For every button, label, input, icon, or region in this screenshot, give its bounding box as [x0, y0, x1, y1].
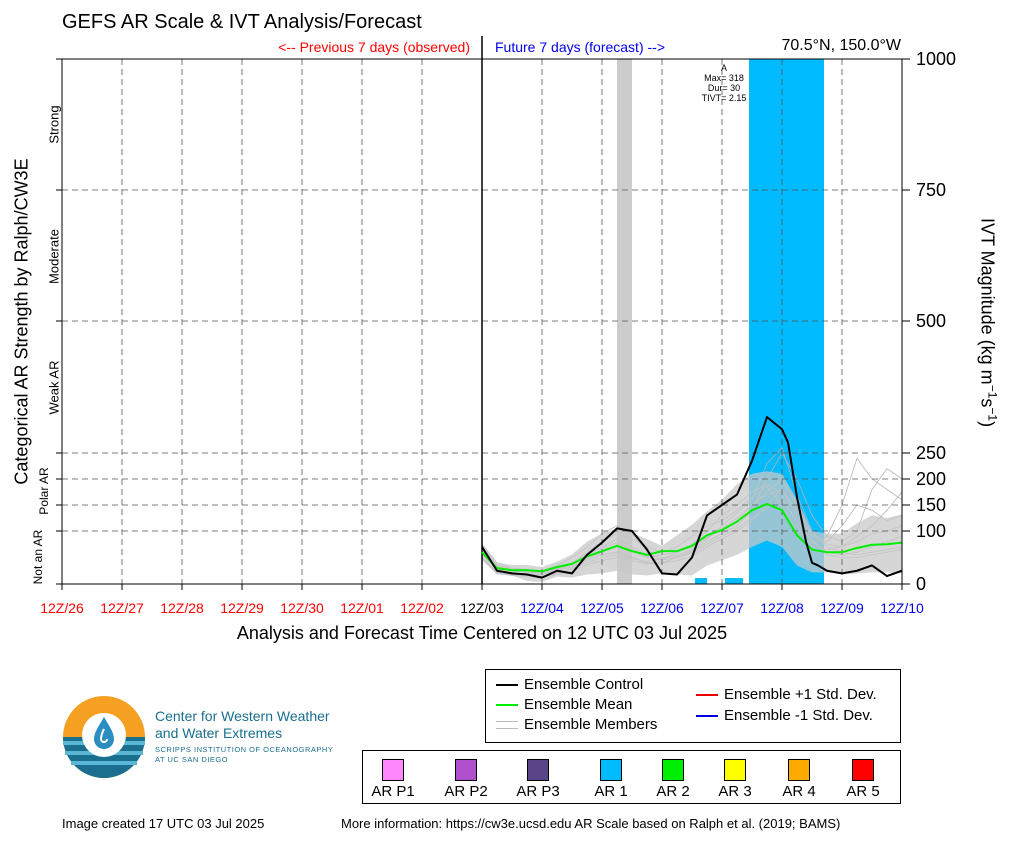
- ar-category-label: AR 2: [656, 783, 690, 800]
- ar-category-label: AR 4: [782, 783, 816, 800]
- logo-line-3: SCRIPPS INSTITUTION OF OCEANOGRAPHY: [155, 745, 334, 754]
- ar-category-label: AR P1: [371, 783, 415, 800]
- logo-line-1: Center for Western Weather: [155, 708, 330, 724]
- right-tick-label: 500: [916, 311, 946, 331]
- right-tick-label: 200: [916, 469, 946, 489]
- x-tick-label: 12Z/03: [460, 600, 504, 616]
- ar-category-ar-p3: AR P3: [508, 759, 568, 800]
- ar-category-swatch: [662, 759, 684, 781]
- logo-line-2: and Water Extremes: [155, 725, 283, 741]
- event-duration: Dur= 30: [707, 83, 741, 93]
- ar-category-ar-1: AR 1: [581, 759, 641, 800]
- legend-minus-std: Ensemble -1 Std. Dev.: [696, 707, 873, 724]
- event-max: Max= 318: [704, 73, 744, 83]
- ar-category-swatch: [600, 759, 622, 781]
- right-tick-label: 250: [916, 443, 946, 463]
- category-polar-ar: Polar AR: [37, 467, 51, 515]
- event-tivt: TIVT= 2.15: [701, 93, 747, 103]
- ar-category-ar-4: AR 4: [769, 759, 829, 800]
- category-moderate: Moderate: [46, 229, 62, 284]
- ar1-blip: [695, 578, 707, 584]
- right-tick-label: 150: [916, 495, 946, 515]
- event-letter: A: [720, 63, 727, 73]
- x-tick-label: 12Z/08: [760, 600, 804, 616]
- x-tick-label: 12Z/06: [640, 600, 684, 616]
- right-tick-label: 100: [916, 521, 946, 541]
- location-label: 70.5°N, 150.0°W: [781, 37, 901, 54]
- cw3e-logo: [63, 696, 145, 778]
- ar-category-swatch: [455, 759, 477, 781]
- footer-created: Image created 17 UTC 03 Jul 2025: [62, 816, 265, 831]
- series-mean-line: [481, 502, 903, 573]
- ar-category-ar-3: AR 3: [705, 759, 765, 800]
- series-layer: [481, 416, 903, 579]
- x-axis-label: Analysis and Forecast Time Centered on 1…: [236, 623, 728, 643]
- right-tick-label: 1000: [916, 49, 956, 69]
- legend-mean: Ensemble Mean: [496, 696, 632, 713]
- ar-category-label: AR P2: [444, 783, 488, 800]
- left-axis-title: Categorical AR Strength by Ralph/CW3E: [11, 158, 32, 485]
- ar-category-ar-2: AR 2: [643, 759, 703, 800]
- gray-band: [617, 59, 632, 584]
- x-tick-label: 12Z/02: [400, 600, 444, 616]
- grid-lines: [62, 36, 902, 584]
- x-tick-label: 12Z/07: [700, 600, 744, 616]
- logo-line-4: AT UC SAN DIEGO: [155, 755, 229, 764]
- category-not-an-ar: Not an AR: [31, 529, 45, 585]
- ar1-blip: [725, 578, 743, 584]
- ensemble-members-layer: [481, 446, 903, 582]
- axes: 0 100 150 200 250 500 750 1000 12Z/26 12Z/27 12Z/2…: [40, 49, 956, 616]
- ar-category-label: AR 3: [718, 783, 752, 800]
- series-control-line: [481, 416, 903, 579]
- ar-category-label: AR 1: [594, 783, 628, 800]
- x-tick-label: 12Z/29: [220, 600, 264, 616]
- ar-category-swatch: [788, 759, 810, 781]
- ar-category-swatch: [852, 759, 874, 781]
- ar-category-swatch: [724, 759, 746, 781]
- ensemble-spread: [482, 471, 902, 582]
- ar1-blip: [758, 578, 767, 584]
- x-tick-label: 12Z/09: [820, 600, 864, 616]
- ar-category-ar-p1: AR P1: [363, 759, 423, 800]
- legend-plus-std: Ensemble +1 Std. Dev.: [696, 686, 877, 703]
- event-annotation: A Max= 318 Dur= 30 TIVT= 2.15: [700, 63, 748, 103]
- ar-category-swatch: [527, 759, 549, 781]
- previous-days-label: <-- Previous 7 days (observed): [278, 39, 470, 55]
- x-tick-label: 12Z/30: [280, 600, 324, 616]
- x-tick-label: 12Z/04: [520, 600, 564, 616]
- category-strong: Strong: [46, 105, 62, 144]
- ar1-blip: [797, 578, 803, 584]
- legend-control: Ensemble Control: [496, 676, 643, 693]
- x-tick-label: 12Z/26: [40, 600, 84, 616]
- x-tick-label: 12Z/05: [580, 600, 624, 616]
- x-tick-label: 12Z/01: [340, 600, 384, 616]
- right-tick-label: 750: [916, 180, 946, 200]
- ar-category-label: AR P3: [516, 783, 560, 800]
- ar-category-ar-5: AR 5: [833, 759, 893, 800]
- x-tick-label: 12Z/10: [880, 600, 924, 616]
- ar1-blip: [773, 578, 785, 584]
- chart-title: GEFS AR Scale & IVT Analysis/Forecast: [62, 11, 422, 33]
- right-axis-title: IVT Magnitude (kg m−1s−1): [977, 217, 1000, 428]
- ar-category-ar-p2: AR P2: [436, 759, 496, 800]
- ar-category-swatch: [382, 759, 404, 781]
- ar-category-label: AR 5: [846, 783, 880, 800]
- future-days-label: Future 7 days (forecast) -->: [495, 39, 666, 55]
- legend-members: Ensemble Members: [496, 716, 657, 733]
- footer-more-info: More information: https://cw3e.ucsd.edu …: [341, 816, 841, 831]
- ar-category-legend: AR P1 AR P2 AR P3 AR 1 AR 2 AR 3 AR 4 AR 5: [362, 750, 901, 804]
- right-tick-label: 0: [916, 574, 926, 594]
- series-legend: Ensemble Control Ensemble Mean Ensemble …: [485, 669, 901, 743]
- x-tick-label: 12Z/28: [160, 600, 204, 616]
- category-weak-ar: Weak AR: [46, 360, 62, 415]
- x-tick-label: 12Z/27: [100, 600, 144, 616]
